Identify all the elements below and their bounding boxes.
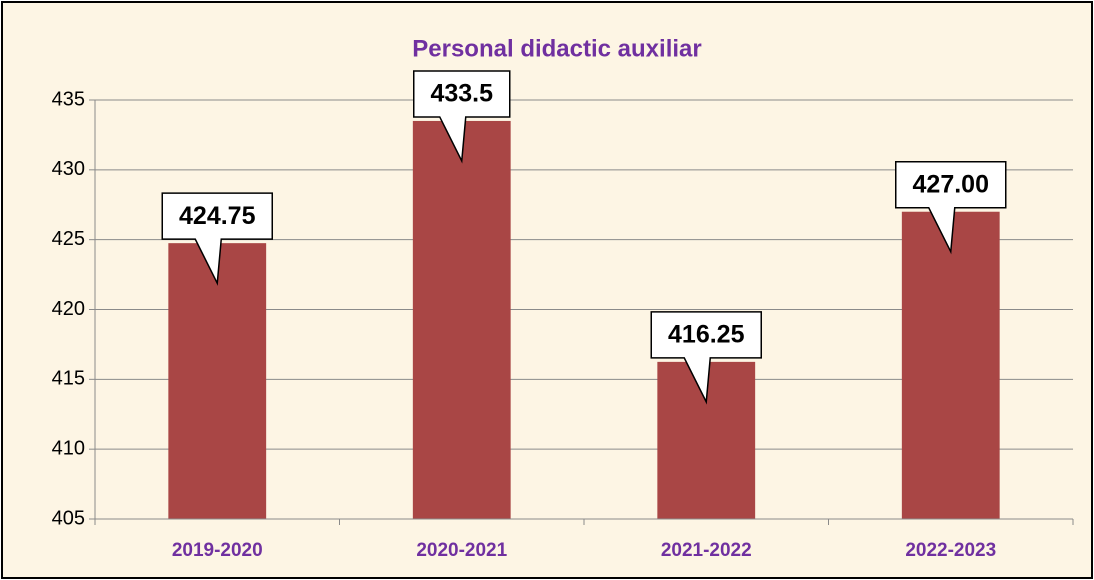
y-tick-label: 415 — [52, 368, 85, 390]
value-label-box — [161, 192, 273, 286]
y-tick-label: 425 — [52, 228, 85, 250]
x-tick-label: 2021-2022 — [661, 540, 752, 561]
value-label: 424.75 — [179, 202, 256, 230]
y-tick-label: 435 — [52, 88, 85, 110]
x-tick-label: 2020-2021 — [416, 540, 507, 561]
y-tick-label: 420 — [52, 298, 85, 320]
value-label-box — [413, 70, 511, 164]
chart-title: Personal didactic auxiliar — [412, 35, 701, 62]
y-tick-label: 405 — [52, 507, 85, 529]
bar — [412, 120, 511, 519]
value-label: 416.25 — [668, 320, 745, 348]
y-tick-label: 430 — [52, 158, 85, 180]
bar — [901, 211, 1000, 519]
value-label-box — [650, 311, 762, 405]
x-tick-label: 2019-2020 — [172, 540, 263, 561]
y-tick-label: 410 — [52, 437, 85, 459]
x-tick-label: 2022-2023 — [905, 540, 996, 561]
value-label: 427.00 — [913, 170, 989, 198]
value-label-box — [895, 160, 1007, 255]
bar — [168, 243, 267, 520]
value-label: 433.5 — [430, 80, 493, 108]
